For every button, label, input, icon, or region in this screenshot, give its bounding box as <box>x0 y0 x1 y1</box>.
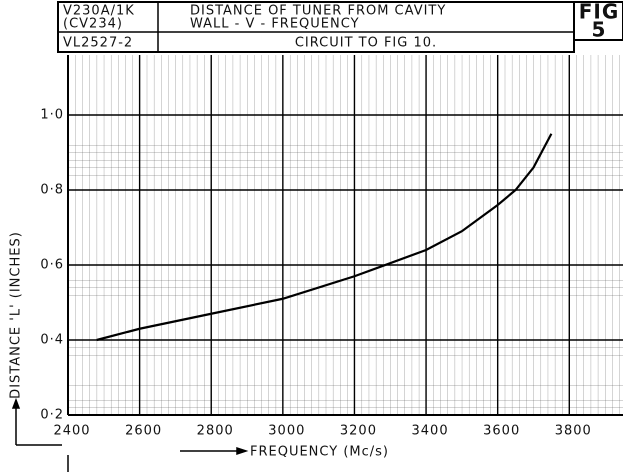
header: V230A/1K (CV234) VL2527-2 DISTANCE OF TU… <box>57 0 623 53</box>
chart-title: DISTANCE OF TUNER FROM CAVITY <box>190 4 446 19</box>
x-tick-label: 3400 <box>412 424 449 439</box>
valve-code: V230A/1K <box>63 4 135 19</box>
chart-title: WALL - V - FREQUENCY <box>190 17 360 32</box>
x-tick-label: 3600 <box>483 424 520 439</box>
valve-code: (CV234) <box>63 17 123 32</box>
x-axis-arrow <box>180 446 249 456</box>
x-axis-label: FREQUENCY (Mc/s) <box>250 445 389 460</box>
x-tick-label: 3800 <box>555 424 592 439</box>
x-tick-label: 3200 <box>340 424 377 439</box>
chart-subtitle: CIRCUIT TO FIG 10. <box>295 36 437 51</box>
fig-label: 5 <box>592 18 607 42</box>
data-line <box>96 133 553 342</box>
fig-box <box>573 1 623 41</box>
x-tick-label: 2800 <box>197 424 234 439</box>
y-axis-label: DISTANCE 'L' (INCHES) <box>9 231 24 399</box>
fig-label: FIG <box>579 0 620 24</box>
y-tick-label: 0·6 <box>40 258 64 273</box>
y-axis-arrow <box>11 397 62 446</box>
x-tick-label: 2400 <box>53 424 90 439</box>
y-tick-label: 0·2 <box>40 408 64 423</box>
y-tick-label: 0·8 <box>40 183 64 198</box>
minor-grid <box>68 55 623 415</box>
y-tick-label: 1·0 <box>40 108 64 123</box>
valve-code: VL2527-2 <box>63 36 133 51</box>
x-tick-label: 3000 <box>268 424 305 439</box>
y-tick-label: 0·4 <box>40 333 64 348</box>
header-box <box>57 1 575 53</box>
x-tick-label: 2600 <box>125 424 162 439</box>
